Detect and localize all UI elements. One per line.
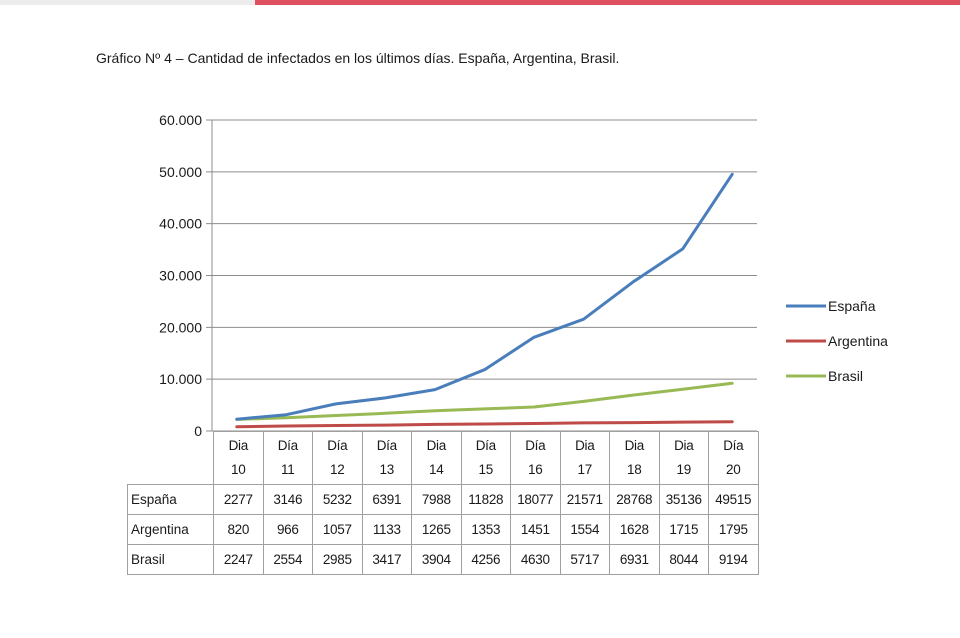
x-category-label-number: 10 (231, 462, 246, 477)
x-category-label-top: Dia (674, 438, 694, 453)
table-header-row: Dia 10 Día 11 Día 12 Día 13 Dia 14 Día 15 Día 16 Dia 17… (127, 431, 759, 485)
top-bar-left (0, 0, 255, 5)
series-line-brasil (235, 381, 734, 421)
table-cell: 5232 (312, 484, 363, 515)
x-category-label-top: Dia (426, 438, 447, 453)
table-cell: 21571 (559, 484, 610, 515)
x-category-label: Dia 14 (411, 431, 462, 485)
table-cell: 1628 (609, 514, 660, 545)
table-row-label: Brasil (127, 544, 214, 575)
x-category-label: Día 20 (708, 431, 759, 485)
x-category-label: Dia 19 (658, 431, 709, 485)
table-cell: 2277 (213, 484, 264, 515)
y-tick-label: 40.000 (159, 216, 202, 232)
x-category-label: Dia 18 (609, 431, 660, 485)
legend-item: Argentina (786, 333, 888, 349)
x-category-label-number: 13 (379, 462, 395, 477)
table-cell: 49515 (708, 484, 759, 515)
x-category-label-top: Dia (228, 438, 249, 453)
table-cell: 7988 (411, 484, 462, 515)
table-cell: 35136 (658, 484, 709, 515)
table-cell: 5717 (559, 544, 610, 575)
x-category-label-top: Día (723, 438, 744, 453)
chart-title: Gráfico Nº 4 – Cantidad de infectados en… (96, 50, 620, 66)
x-category-label: Día 12 (312, 431, 363, 485)
table-cell: 3904 (411, 544, 462, 575)
y-axis-ticks: 0 10.000 20.000 30.000 40.000 50.000 60.000 (159, 112, 202, 439)
x-category-label-top: Día (277, 438, 298, 453)
table-row: España 2277 3146 5232 6391 7988 11828 18077 2157… (127, 484, 759, 515)
table-cell: 820 (213, 514, 264, 545)
x-category-label: Día 11 (262, 431, 313, 485)
table-cell: 1353 (460, 514, 511, 545)
table-cell: 9194 (708, 544, 759, 575)
table-row-label: España (127, 484, 214, 515)
x-category-label-number: 16 (528, 462, 543, 477)
x-category-label: Día 13 (361, 431, 412, 485)
gridlines (206, 119, 757, 432)
x-category-label-top: Día (376, 438, 397, 453)
table-cell: 6931 (609, 544, 660, 575)
x-category-label-number: 14 (429, 462, 444, 477)
table-row: Argentina 820 966 1057 1133 1265 1353 1451 1554 1… (127, 514, 759, 545)
table-cell: 1133 (361, 514, 412, 545)
table-cell: 1057 (312, 514, 363, 545)
table-cell: 4256 (460, 544, 511, 575)
y-tick-label: 60.000 (159, 112, 202, 128)
x-category-label-number: 18 (627, 462, 642, 477)
table-cell: 6391 (361, 484, 412, 515)
x-category-label-top: Día (525, 438, 546, 453)
y-tick-label: 10.000 (159, 371, 202, 387)
legend-label: Brasil (828, 368, 863, 384)
x-category-label: Día 15 (460, 431, 511, 485)
table-cell: 11828 (460, 484, 511, 515)
table-cell: 1795 (708, 514, 759, 545)
table-cell: 8044 (658, 544, 709, 575)
table-cell: 2247 (213, 544, 264, 575)
legend-item: España (786, 298, 876, 314)
table-cell: 966 (262, 514, 313, 545)
series-line-espana (235, 172, 734, 421)
x-category-label-number: 15 (478, 462, 494, 477)
series-line-argentina (235, 420, 734, 429)
table-cell: 1715 (658, 514, 709, 545)
table-row-label: Argentina (127, 514, 214, 545)
y-tick-label: 50.000 (159, 164, 202, 180)
legend-label: España (828, 298, 876, 314)
x-category-label-number: 11 (281, 462, 295, 477)
x-category-label-number: 20 (726, 462, 741, 477)
legend-item: Brasil (786, 368, 863, 384)
table-cell: 2554 (262, 544, 313, 575)
table-cell: 3417 (361, 544, 412, 575)
series-lines (235, 172, 734, 429)
x-category-label-number: 19 (676, 462, 692, 477)
table-cell: 18077 (510, 484, 561, 515)
x-category-label-top: Día (327, 438, 348, 453)
y-tick-label: 30.000 (159, 268, 202, 284)
table-corner (127, 431, 214, 485)
legend: España Argentina Brasil (786, 298, 888, 384)
table-cell: 1451 (510, 514, 561, 545)
x-category-label: Dia 10 (213, 431, 264, 485)
table-cell: 1265 (411, 514, 462, 545)
y-tick-label: 20.000 (159, 319, 202, 335)
x-category-label-top: Dia (624, 438, 645, 453)
table-cell: 4630 (510, 544, 561, 575)
x-category-label-number: 17 (577, 462, 593, 477)
x-category-label: Día 16 (510, 431, 561, 485)
x-category-label-top: Día (475, 438, 496, 453)
table-cell: 3146 (262, 484, 313, 515)
table-cell: 1554 (559, 514, 610, 545)
legend-label: Argentina (828, 333, 888, 349)
data-table: Dia 10 Día 11 Día 12 Día 13 Dia 14 Día 15 Día 16 Dia 17… (127, 431, 759, 575)
table-row: Brasil 2247 2554 2985 3417 3904 4256 4630 5717 69… (127, 544, 759, 575)
top-bar-accent (255, 0, 960, 5)
y-tick-label: 0 (194, 423, 202, 439)
x-category-label-top: Dia (575, 438, 595, 453)
table-cell: 28768 (609, 484, 660, 515)
table-cell: 2985 (312, 544, 363, 575)
x-category-label-number: 12 (330, 462, 345, 477)
x-category-label: Dia 17 (559, 431, 610, 485)
